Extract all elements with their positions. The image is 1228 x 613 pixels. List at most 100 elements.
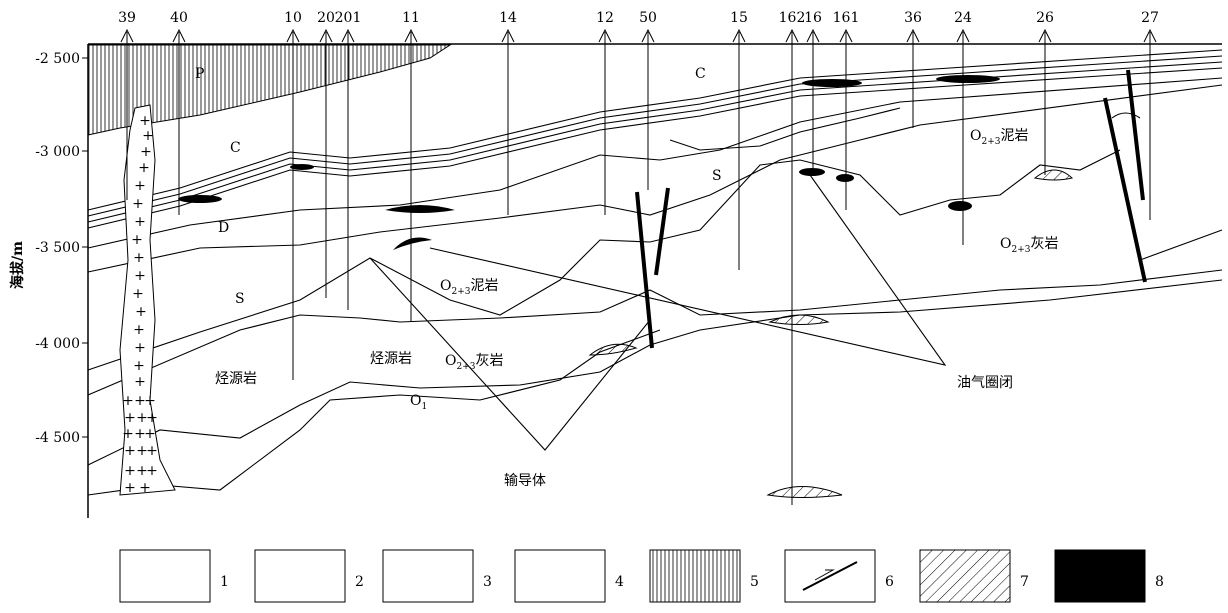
formation-label: O2+3泥岩	[440, 278, 498, 297]
fault	[656, 188, 668, 275]
gas-body	[590, 344, 636, 355]
tick-label: -4 500	[35, 430, 80, 446]
fault	[1128, 70, 1143, 200]
legend-label: 7	[1020, 574, 1029, 590]
legend-swatch	[383, 550, 473, 602]
formation-main: O	[445, 353, 456, 369]
well-name: 27	[1141, 10, 1159, 26]
plus: +	[134, 374, 146, 390]
annotation: 输导体	[504, 473, 546, 489]
well-name: 24	[954, 10, 972, 26]
legend-swatch	[920, 550, 1010, 602]
oil-body	[385, 205, 455, 213]
tick-label: -3 000	[35, 144, 80, 160]
layer-line	[670, 108, 900, 150]
geology: +++++++++++++++++++++++++++++++++	[88, 44, 1222, 518]
formation-suffix: 灰岩	[475, 353, 503, 369]
layer-line	[88, 270, 1222, 395]
plus: +	[139, 480, 151, 496]
well-name: 14	[499, 10, 517, 26]
oil-body	[836, 174, 854, 182]
plus: +	[122, 426, 134, 442]
plus: +	[144, 393, 156, 409]
plus: +	[134, 214, 146, 230]
well-name: 36	[904, 10, 922, 26]
plus: +	[134, 268, 146, 284]
plus: +	[132, 286, 144, 302]
plus: +	[133, 322, 145, 338]
legend-swatch	[1055, 550, 1145, 602]
plus: +	[124, 480, 136, 496]
depth-axis: 海拔/m -2 500-3 000-3 500-4 000-4 500	[9, 51, 88, 446]
plus: +	[133, 250, 145, 266]
oil-body	[936, 75, 1000, 83]
plus: +	[144, 426, 156, 442]
formation-label: O2+3泥岩	[970, 128, 1028, 147]
formation-suffix: 泥岩	[1000, 128, 1028, 144]
layer-line	[88, 280, 1222, 465]
legend-swatch	[255, 550, 345, 602]
plus: +	[124, 463, 136, 479]
plus: +	[133, 358, 145, 374]
tick-label: -4 000	[35, 336, 80, 352]
plus: +	[146, 463, 158, 479]
gas-body	[768, 487, 842, 498]
plus: +	[142, 128, 154, 144]
page: +++++++++++++++++++++++++++++++++ 394010…	[0, 0, 1228, 613]
tick-label: -3 500	[35, 240, 80, 256]
plus: +	[134, 178, 146, 194]
annotation: 油气圈闭	[957, 375, 1013, 391]
legend-label: 6	[885, 574, 894, 590]
fault	[1105, 98, 1145, 282]
legend-label: 2	[355, 574, 364, 590]
layer-line	[88, 150, 1120, 370]
plus: +	[146, 443, 158, 459]
formation-main: O	[1000, 236, 1011, 252]
well-name: 16	[804, 10, 822, 26]
legend-label: 8	[1155, 574, 1164, 590]
formation-suffix: 灰岩	[1030, 236, 1058, 252]
well-name: 161	[833, 10, 860, 26]
well-name: 39	[118, 10, 136, 26]
formation-main: O	[970, 128, 981, 144]
oil-body	[802, 79, 862, 87]
conduit	[430, 175, 945, 365]
gas-body	[1035, 170, 1072, 180]
formation-suffix: 泥岩	[470, 278, 498, 294]
formation-label: 烃源岩	[370, 351, 412, 367]
plus: +	[140, 144, 152, 160]
oil-body	[178, 195, 222, 203]
legend-swatch	[650, 550, 740, 602]
axis-label: 海拔/m	[9, 241, 26, 289]
plus: +	[132, 196, 144, 212]
plus: +	[131, 232, 143, 248]
well-name: 12	[596, 10, 614, 26]
formation-label: 烃源岩	[215, 371, 257, 387]
formation-label: C	[230, 140, 241, 156]
legend-label: 3	[483, 574, 492, 590]
formation-label: S	[712, 168, 722, 184]
formation-label: C	[695, 66, 706, 82]
well-name: 40	[170, 10, 188, 26]
plus: +	[138, 160, 150, 176]
formation-label: S	[235, 291, 245, 307]
legend-swatch	[120, 550, 210, 602]
oil-body	[799, 168, 825, 176]
formation-label: O1	[410, 393, 427, 412]
formation-sub: 1	[421, 402, 427, 412]
formation-sub: 2+3	[456, 362, 475, 372]
gas-body	[770, 315, 828, 325]
plus: +	[124, 410, 136, 426]
formation-label: O2+3灰岩	[445, 353, 503, 372]
well-name: 20	[317, 10, 335, 26]
formation-label: D	[218, 220, 229, 236]
legend-label: 5	[750, 574, 759, 590]
well-name: 26	[1036, 10, 1054, 26]
cross-section: +++++++++++++++++++++++++++++++++ 394010…	[0, 0, 1228, 609]
formation-sub: 2+3	[981, 137, 1000, 147]
well-name: 15	[730, 10, 748, 26]
well-name: 201	[335, 10, 362, 26]
formation-main: O	[440, 278, 451, 294]
